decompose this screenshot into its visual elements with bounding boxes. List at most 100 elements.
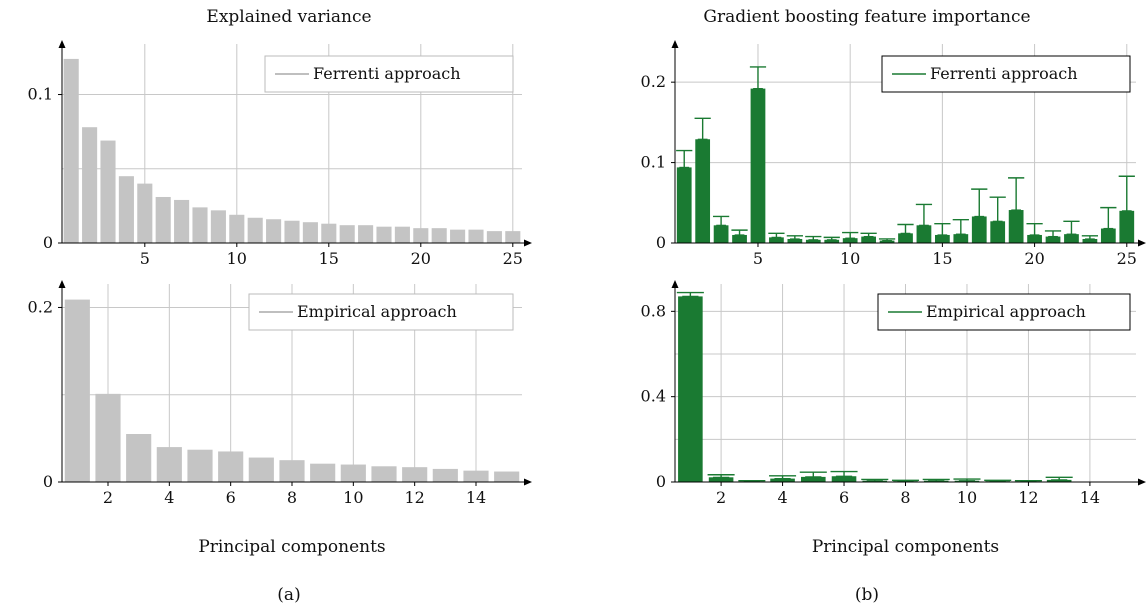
x-axis-arrow bbox=[524, 478, 532, 486]
y-tick-label: 0 bbox=[656, 472, 666, 491]
bar bbox=[862, 480, 888, 482]
x-tick-label: 10 bbox=[343, 488, 363, 507]
x-axis-arrow bbox=[1138, 478, 1146, 486]
x-axis-arrow bbox=[524, 239, 532, 247]
bar bbox=[266, 219, 282, 243]
x-tick-label: 5 bbox=[140, 249, 150, 268]
bar bbox=[713, 225, 729, 243]
x-tick-label: 4 bbox=[164, 488, 174, 507]
bar bbox=[279, 460, 305, 482]
bar bbox=[842, 238, 858, 243]
bar bbox=[1119, 210, 1135, 243]
x-tick-label: 10 bbox=[227, 249, 247, 268]
bar bbox=[695, 139, 711, 243]
bar bbox=[916, 225, 932, 243]
x-axis-arrow bbox=[1138, 239, 1146, 247]
bar bbox=[371, 466, 397, 482]
y-tick-label: 0 bbox=[43, 472, 53, 491]
bar bbox=[63, 58, 79, 244]
bar bbox=[432, 468, 458, 482]
x-tick-label: 6 bbox=[226, 488, 236, 507]
x-tick-label: 14 bbox=[466, 488, 486, 507]
bar bbox=[284, 220, 300, 243]
bar bbox=[64, 299, 90, 482]
bar bbox=[990, 221, 1006, 243]
bar bbox=[82, 127, 98, 243]
bar bbox=[1082, 238, 1098, 243]
bar bbox=[413, 228, 429, 243]
y-tick-label: 0.2 bbox=[641, 72, 666, 91]
bar bbox=[431, 228, 447, 243]
bar bbox=[210, 210, 226, 243]
x-tick-label: 6 bbox=[839, 488, 849, 507]
bar bbox=[770, 478, 795, 482]
bar bbox=[1064, 234, 1079, 243]
bar bbox=[468, 229, 484, 243]
left-column-title: Explained variance bbox=[206, 7, 371, 27]
bar bbox=[229, 214, 245, 243]
bar bbox=[935, 234, 950, 243]
bar bbox=[805, 239, 821, 243]
bar bbox=[1045, 236, 1061, 243]
bar bbox=[174, 199, 190, 243]
x-tick-label: 8 bbox=[287, 488, 297, 507]
bar bbox=[505, 231, 521, 243]
bar bbox=[340, 464, 366, 482]
bar bbox=[247, 217, 263, 243]
chart-explained-variance-ferrenti: 5 10 15 20 25 0 0.1 Ferrenti approach bbox=[28, 40, 532, 268]
bar bbox=[394, 226, 410, 243]
bar bbox=[192, 207, 208, 243]
bar bbox=[1100, 228, 1116, 243]
y-tick-label: 0.1 bbox=[28, 85, 53, 104]
bar bbox=[676, 167, 692, 243]
chart-feature-importance-ferrenti: 5 10 15 20 25 0 0.1 0.2 Ferrenti approach bbox=[641, 40, 1146, 268]
legend-label: Ferrenti approach bbox=[930, 64, 1078, 83]
bar bbox=[137, 183, 153, 243]
y-axis-arrow bbox=[671, 280, 679, 288]
bar bbox=[339, 225, 355, 243]
bar bbox=[1008, 210, 1024, 243]
bar bbox=[218, 451, 244, 482]
legend-label: Empirical approach bbox=[926, 302, 1086, 321]
x-tick-label: 15 bbox=[932, 249, 952, 268]
x-tick-label: 15 bbox=[319, 249, 339, 268]
legend-label: Empirical approach bbox=[297, 302, 457, 321]
bar bbox=[156, 447, 182, 482]
x-tick-label: 2 bbox=[103, 488, 113, 507]
y-axis-arrow bbox=[58, 40, 66, 48]
x-tick-label: 10 bbox=[957, 488, 977, 507]
bar bbox=[678, 296, 703, 482]
caption-a: (a) bbox=[277, 585, 300, 605]
y-tick-label: 0.2 bbox=[28, 297, 53, 316]
bar bbox=[708, 477, 734, 482]
bar bbox=[787, 238, 803, 243]
bar bbox=[126, 434, 152, 482]
right-column-title: Gradient boosting feature importance bbox=[703, 7, 1030, 27]
bar bbox=[923, 480, 949, 482]
y-tick-label: 0 bbox=[43, 233, 53, 252]
x-tick-label: 14 bbox=[1080, 488, 1100, 507]
bar bbox=[248, 457, 274, 482]
x-tick-label: 5 bbox=[753, 249, 763, 268]
bar bbox=[358, 225, 374, 243]
x-tick-label: 20 bbox=[411, 249, 431, 268]
bar bbox=[321, 223, 337, 243]
bar bbox=[310, 463, 336, 482]
bar bbox=[953, 234, 969, 243]
bar bbox=[402, 467, 428, 482]
x-tick-label: 12 bbox=[404, 488, 424, 507]
caption-b: (b) bbox=[855, 585, 879, 605]
x-tick-label: 25 bbox=[503, 249, 523, 268]
bar bbox=[898, 233, 913, 243]
bar bbox=[187, 449, 213, 482]
bar bbox=[1046, 479, 1072, 482]
bar bbox=[954, 480, 980, 482]
bar bbox=[100, 140, 116, 243]
legend-label: Ferrenti approach bbox=[313, 64, 461, 83]
bar bbox=[463, 470, 489, 482]
x-tick-label: 8 bbox=[900, 488, 910, 507]
bar bbox=[118, 176, 134, 243]
y-tick-label: 0 bbox=[656, 233, 666, 252]
bar bbox=[831, 476, 857, 482]
